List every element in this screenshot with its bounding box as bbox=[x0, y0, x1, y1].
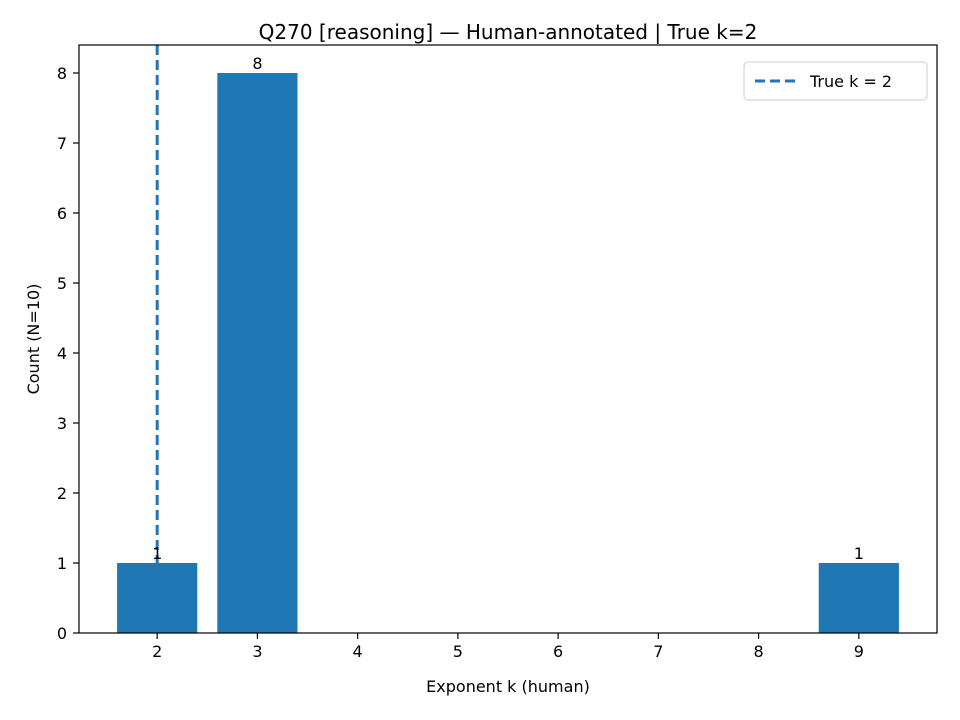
x-tick-label: 2 bbox=[152, 642, 162, 661]
x-tick-label: 9 bbox=[854, 642, 864, 661]
x-tick-label: 8 bbox=[753, 642, 763, 661]
legend-box bbox=[743, 61, 928, 101]
chart-title: Q270 [reasoning] — Human-annotated | Tru… bbox=[259, 20, 758, 44]
plot-frame bbox=[78, 44, 938, 634]
x-axis: 2 3 4 5 6 7 8 9 bbox=[152, 633, 864, 661]
bar-k9 bbox=[818, 563, 899, 633]
data-label-k9: 1 bbox=[854, 544, 864, 563]
x-tick-label: 3 bbox=[252, 642, 262, 661]
y-tick-label: 2 bbox=[57, 484, 67, 503]
x-tick-label: 6 bbox=[553, 642, 563, 661]
x-tick-label: 5 bbox=[453, 642, 463, 661]
y-tick-label: 3 bbox=[57, 414, 67, 433]
x-axis-label: Exponent k (human) bbox=[426, 677, 590, 696]
y-axis: 0 1 2 3 4 5 6 7 8 bbox=[57, 64, 79, 643]
bar-k3 bbox=[217, 73, 298, 633]
y-axis-label: Count (N=10) bbox=[24, 284, 43, 395]
y-tick-label: 1 bbox=[57, 554, 67, 573]
y-tick-label: 7 bbox=[57, 134, 67, 153]
data-label-k2: 1 bbox=[152, 544, 162, 563]
x-tick-label: 4 bbox=[353, 642, 363, 661]
y-tick-label: 8 bbox=[57, 64, 67, 83]
bars-layer bbox=[117, 73, 899, 633]
y-tick-label: 5 bbox=[57, 274, 67, 293]
y-tick-label: 6 bbox=[57, 204, 67, 223]
legend: True k = 2 bbox=[743, 61, 928, 101]
x-tick-label: 7 bbox=[653, 642, 663, 661]
y-tick-label: 4 bbox=[57, 344, 67, 363]
y-tick-label: 0 bbox=[57, 624, 67, 643]
reference-line-layer: 1 8 1 bbox=[152, 45, 864, 633]
legend-label: True k = 2 bbox=[809, 72, 892, 91]
data-label-k3: 8 bbox=[252, 54, 262, 73]
